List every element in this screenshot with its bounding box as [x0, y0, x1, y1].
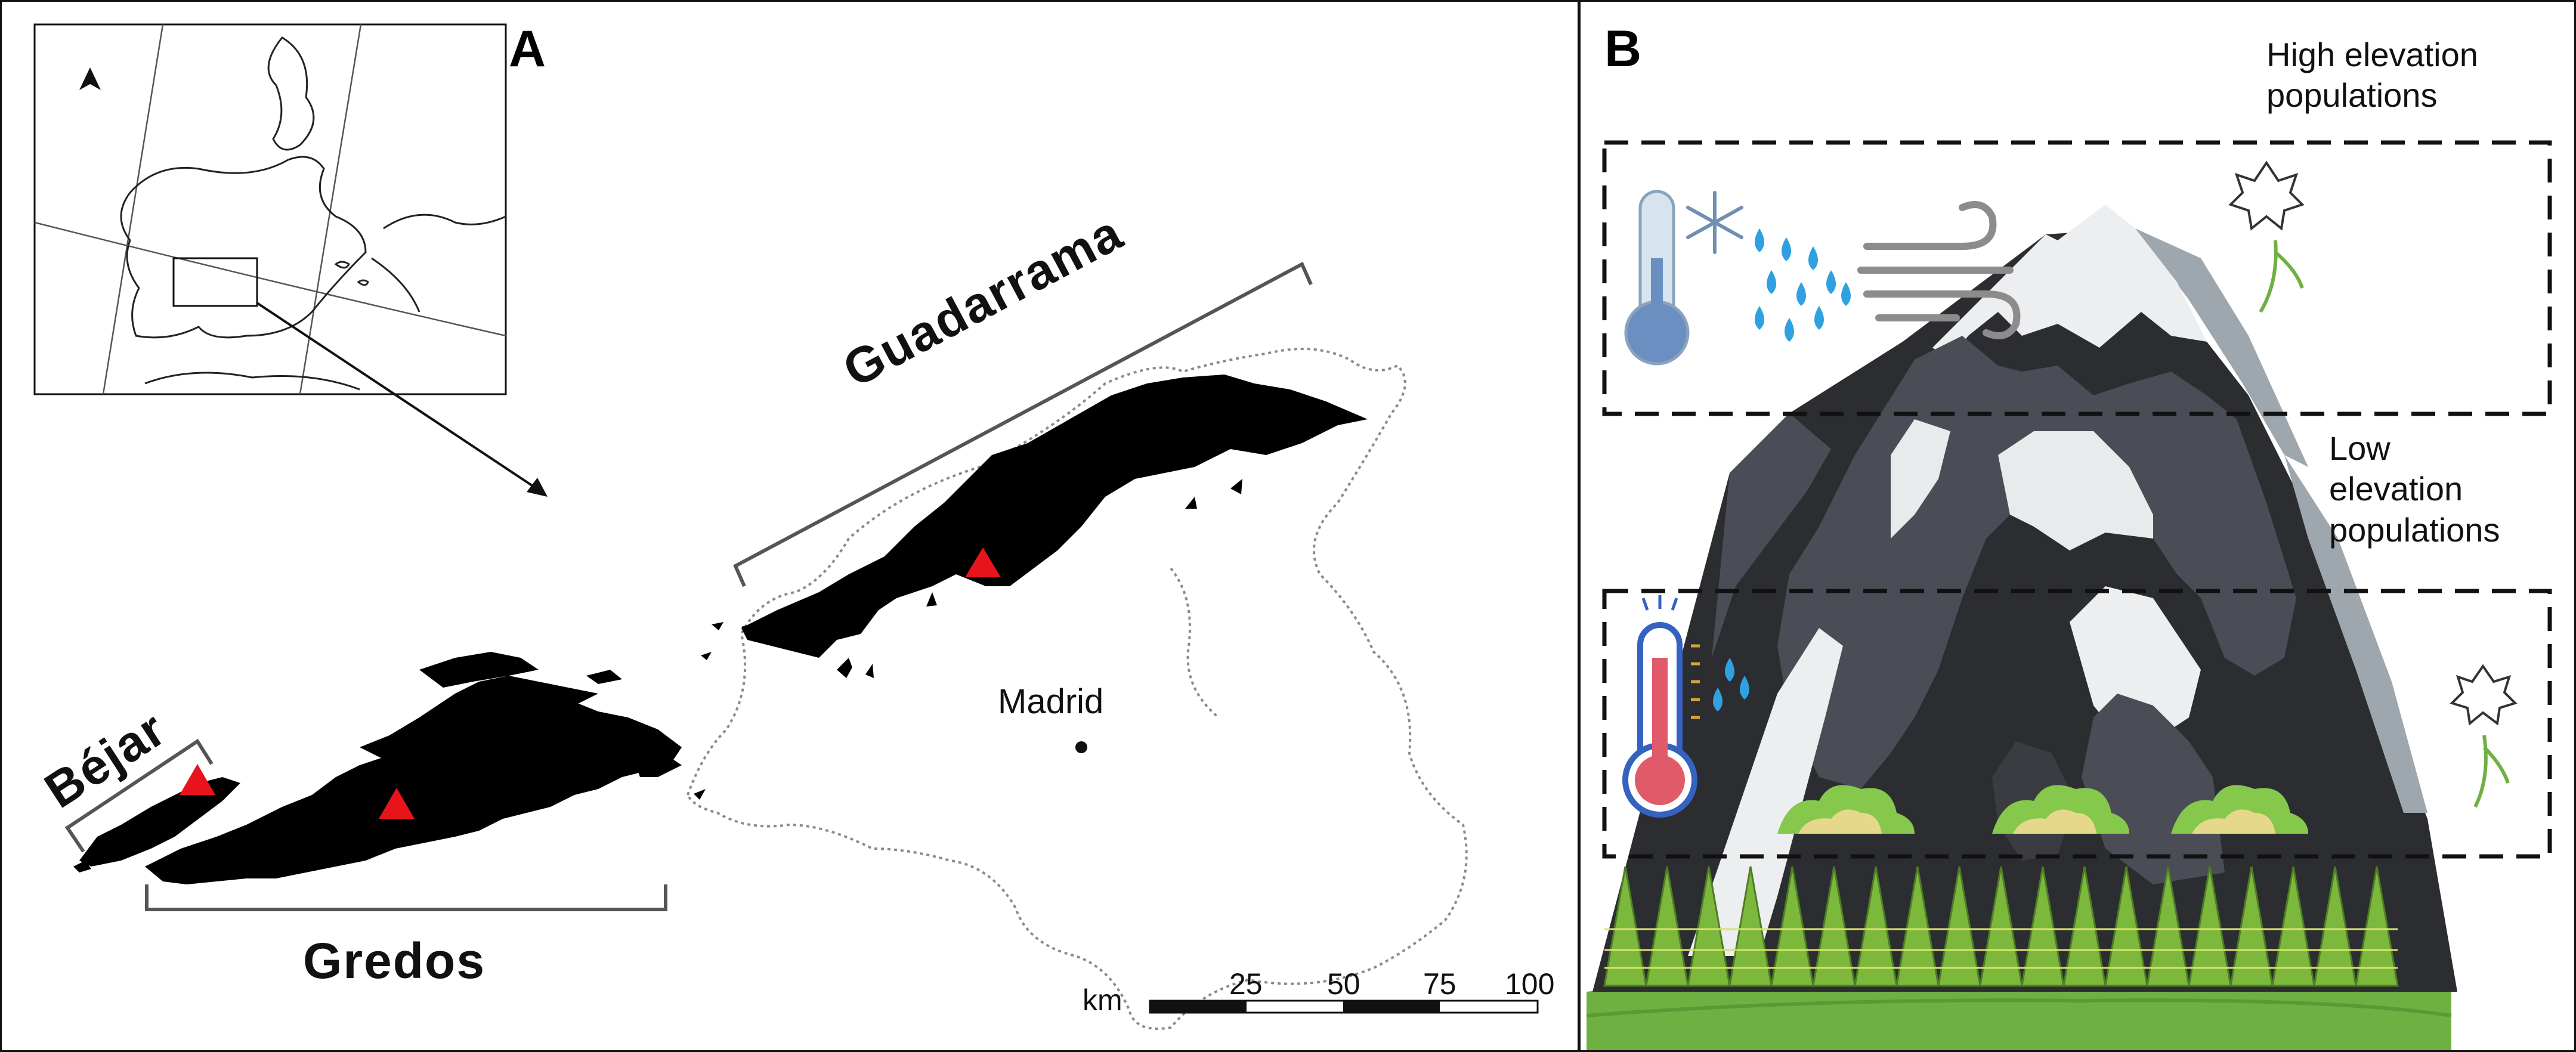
guadarrama-area: [741, 375, 1368, 658]
scale-tick-100: 100: [1505, 967, 1555, 1001]
mountain-canvas: [1586, 140, 2552, 1050]
panel-a-letter: A: [509, 20, 546, 78]
rain-drops-icon: [1755, 228, 1851, 342]
forest-icon: [1603, 866, 2399, 987]
site-marker-guadarrama: [965, 547, 1001, 577]
panel-b-illustration: B High elevation populations Low elevati…: [1579, 0, 2576, 1052]
study-sites: [180, 547, 1001, 819]
sierra-areas: [73, 375, 1368, 884]
snowflake-icon: [1686, 191, 1743, 254]
panel-b-letter: B: [1604, 20, 1642, 78]
low-elevation-label: Low elevation populations: [2329, 429, 2500, 549]
scale-tick-25: 25: [1229, 967, 1263, 1001]
madrid-boundary: [686, 348, 1468, 1030]
tree-stripes: [1604, 928, 2398, 969]
site-marker-bejar: [180, 764, 215, 795]
high-elevation-box: [1602, 140, 2552, 416]
plant-icon: [2228, 160, 2305, 313]
scale-tick-75: 75: [1423, 967, 1456, 1001]
small-drops-icon: [1713, 658, 1749, 711]
guadarrama-bracket: [733, 261, 1313, 587]
wind-icon: [1857, 201, 2021, 339]
madrid-label: Madrid: [998, 682, 1104, 721]
low-elevation-box: [1602, 589, 2552, 859]
inset-map: [33, 23, 507, 395]
bejar-area: [79, 777, 240, 867]
madrid-point: [1075, 741, 1087, 753]
mountain: [1592, 205, 2457, 992]
gredos-area: [145, 694, 682, 884]
bejar-bracket: [64, 738, 214, 853]
gredos-label: Gredos: [303, 933, 486, 989]
map-canvas: [33, 23, 1539, 1030]
panel-a-map: A Guadarrama Béjar Gredos Madrid km 25 5…: [0, 0, 1579, 1052]
cold-thermometer-icon: [1624, 190, 1690, 366]
gredos-bracket: [145, 884, 667, 911]
hot-thermometer-icon: [1622, 595, 1700, 818]
shrub-icon: [1777, 785, 2308, 834]
site-marker-gredos: [379, 788, 415, 819]
range-brackets: [64, 261, 1313, 911]
scale-tick-50: 50: [1327, 967, 1360, 1001]
scale-unit-label: km: [1083, 983, 1122, 1017]
high-elevation-label: High elevation populations: [2266, 36, 2478, 115]
plant-icon-low: [2450, 664, 2518, 808]
scale-bar: [1149, 1000, 1539, 1014]
north-arrow-icon: [79, 67, 101, 90]
zoom-arrow: [256, 302, 548, 497]
